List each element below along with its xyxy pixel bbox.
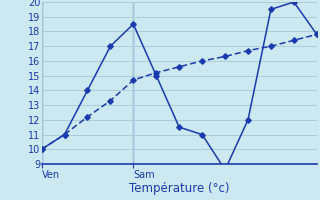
X-axis label: Température (°c): Température (°c) [129, 182, 229, 195]
